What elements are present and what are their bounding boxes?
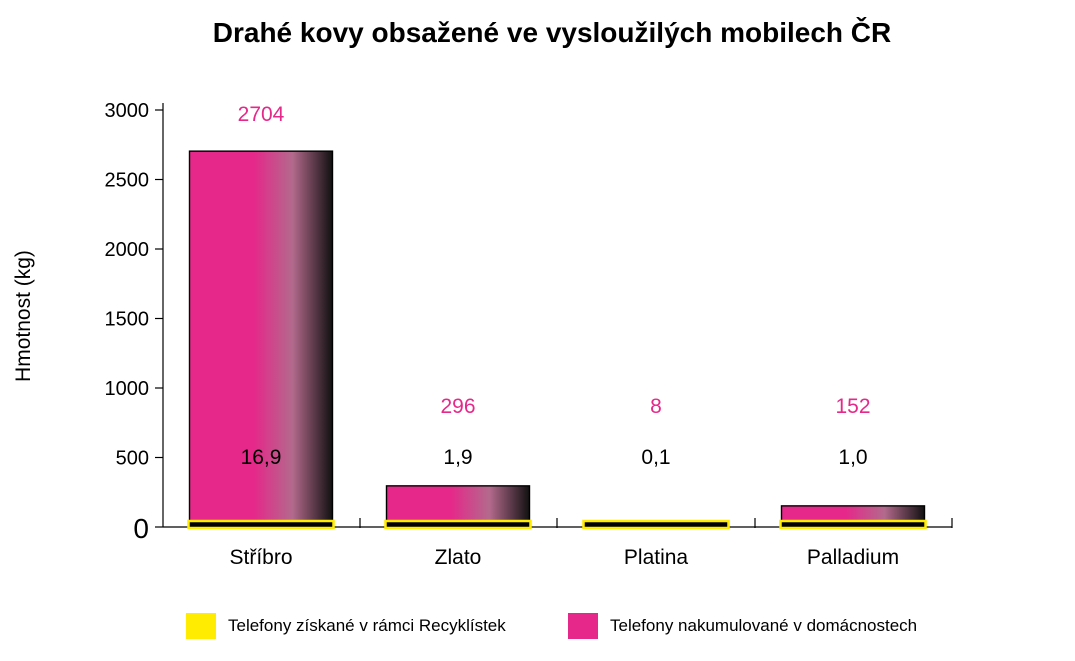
legend-label-recyklistky: Telefony získané v rámci Recyklístek	[228, 616, 506, 635]
bar-recyklistky	[582, 519, 730, 530]
data-label-recyklistky: 0,1	[641, 446, 670, 469]
y-tick-label: 2000	[105, 239, 150, 261]
data-label-domacnosti: 152	[835, 395, 870, 418]
y-tick-label: 2500	[105, 170, 150, 192]
y-tick-label: 500	[116, 448, 149, 470]
x-tick-label: Palladium	[807, 546, 899, 569]
bar-recyklistky	[187, 519, 335, 530]
x-tick-label: Stříbro	[229, 546, 292, 569]
bar-domacnosti	[188, 150, 334, 528]
data-label-recyklistky: 1,9	[443, 446, 472, 469]
legend-item-domacnosti: Telefony nakumulované v domácnostech	[568, 612, 917, 640]
x-tick-label: Platina	[624, 546, 689, 569]
data-label-domacnosti: 8	[650, 395, 662, 418]
legend-item-recyklistky: Telefony získané v rámci Recyklístek	[186, 612, 506, 640]
chart-title: Drahé kovy obsažené ve vysloužilých mobi…	[213, 16, 891, 48]
y-tick-label: 3000	[105, 100, 150, 122]
y-axis-label: Hmotnost (kg)	[12, 250, 35, 382]
bar-recyklistky	[384, 519, 532, 530]
y-tick-label: 0	[133, 513, 149, 544]
legend-swatch-pink	[568, 613, 598, 639]
legend-swatch-yellow	[186, 613, 216, 639]
x-tick-label: Zlato	[435, 546, 482, 569]
data-label-domacnosti: 296	[440, 395, 475, 418]
bar-recyklistky	[779, 519, 927, 530]
y-tick-label: 1500	[105, 309, 150, 331]
data-label-recyklistky: 16,9	[241, 446, 282, 469]
data-label-domacnosti: 2704	[238, 103, 285, 126]
y-tick-label: 1000	[105, 378, 150, 400]
legend-label-domacnosti: Telefony nakumulované v domácnostech	[610, 616, 918, 635]
data-label-recyklistky: 1,0	[838, 446, 867, 469]
